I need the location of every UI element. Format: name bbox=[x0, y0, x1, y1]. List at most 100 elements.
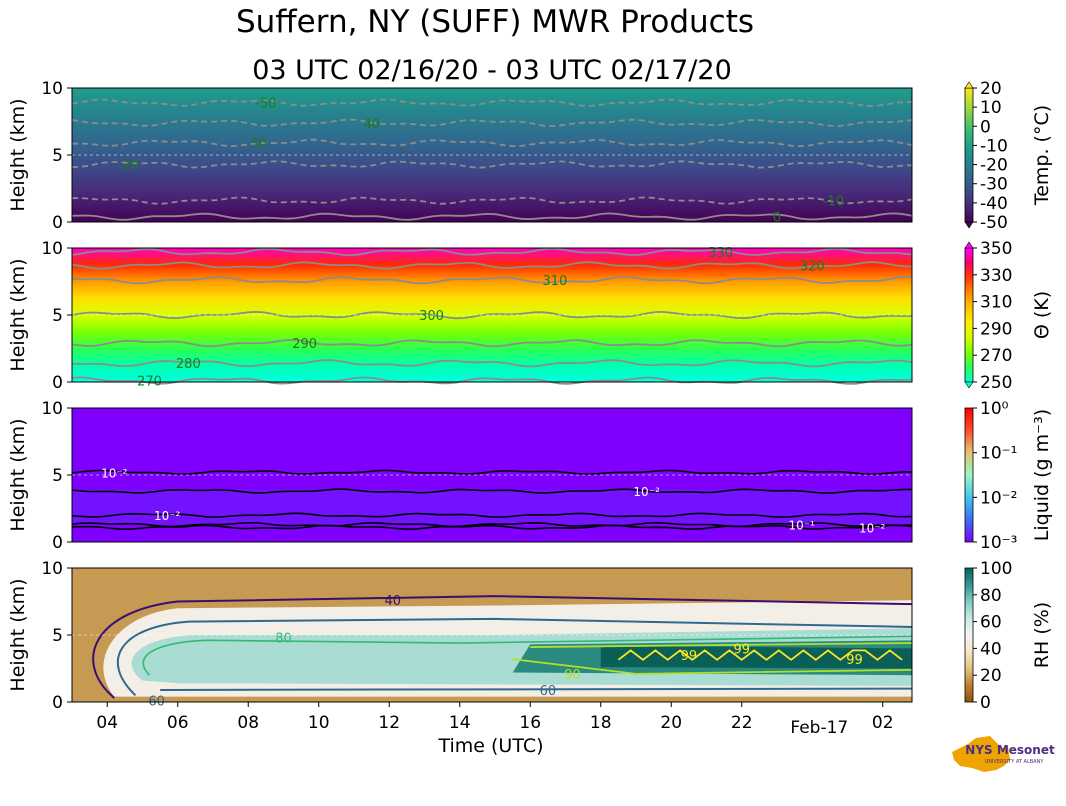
colorbar-tick-label: 310 bbox=[980, 293, 1012, 313]
contour-line bbox=[71, 196, 913, 205]
colorbar-label: Θ (K) bbox=[1031, 291, 1053, 339]
contour-label: 99 bbox=[846, 653, 863, 668]
colorbar-tick-label: 250 bbox=[980, 373, 1012, 393]
colorbar-tick-label: 10⁰ bbox=[980, 399, 1009, 419]
colorbar-tick-label: -40 bbox=[980, 194, 1008, 214]
panel-temperature: -50 40 30 -20 -10 0 0 5 10 Height (km) bbox=[7, 79, 913, 233]
contour-label: 10⁻² bbox=[154, 509, 181, 523]
contour-line bbox=[71, 98, 912, 107]
contour-label: 10⁻² bbox=[101, 466, 128, 480]
contour-line bbox=[71, 359, 913, 368]
y-tick-label: 0 bbox=[52, 693, 63, 713]
contour-line bbox=[71, 339, 913, 348]
contour-label: 290 bbox=[292, 337, 317, 352]
contour-label: 99 bbox=[681, 649, 698, 664]
contour-label: 280 bbox=[176, 357, 201, 372]
contour-label: -20 bbox=[118, 158, 139, 173]
colorbar-tick-label: -30 bbox=[980, 175, 1008, 195]
contour-label: 10⁻² bbox=[859, 521, 886, 535]
colorbar-potential_temperature: 350 330 310 290 270 250 Θ (K) bbox=[964, 239, 1053, 393]
y-axis-label: Height (km) bbox=[7, 98, 29, 211]
liquid-layer bbox=[72, 489, 912, 525]
logo-text: NYS Mesonet bbox=[965, 743, 1055, 757]
colorbar-tick-label: 10⁻³ bbox=[980, 533, 1017, 553]
x-tick-label: 18 bbox=[590, 713, 612, 733]
colorbar-tick-label: 20 bbox=[980, 79, 1002, 99]
y-tick-label: 10 bbox=[41, 559, 63, 579]
colorbar-gradient bbox=[964, 567, 974, 703]
ny-state-logo bbox=[952, 736, 1010, 772]
colorbar-label: RH (%) bbox=[1031, 602, 1053, 668]
contour-label: 300 bbox=[419, 309, 444, 324]
contour-line bbox=[71, 524, 913, 531]
x-tick-label: 06 bbox=[167, 713, 189, 733]
colorbar-tick-label: 100 bbox=[980, 559, 1012, 579]
colorbar-liquid_water: 10⁰ 10⁻¹ 10⁻² 10⁻³ Liquid (g m⁻³) bbox=[964, 399, 1053, 553]
colorbar-tick-label: 0 bbox=[980, 117, 991, 137]
x-tick-label: 22 bbox=[731, 713, 753, 733]
contour-line bbox=[71, 275, 912, 285]
contour-label: 60 bbox=[540, 684, 557, 699]
contour-line bbox=[512, 642, 913, 675]
colorbar-tick-label: -20 bbox=[980, 156, 1008, 176]
contour-label: 40 bbox=[363, 117, 380, 132]
colorbar-extend bbox=[964, 81, 974, 89]
colorbar-label: Liquid (g m⁻³) bbox=[1031, 409, 1053, 541]
colorbar-gradient bbox=[964, 87, 974, 223]
contour-label: 90 bbox=[564, 668, 581, 683]
contour-label: 99 bbox=[733, 642, 750, 657]
contour-line bbox=[71, 469, 912, 476]
colorbar-tick-label: 0 bbox=[980, 693, 991, 713]
colorbar-extend bbox=[964, 381, 974, 389]
contour-line bbox=[71, 261, 913, 270]
colorbar-label: Temp. (°C) bbox=[1031, 105, 1053, 206]
colorbar-gradient bbox=[964, 407, 974, 543]
y-tick-label: 5 bbox=[52, 306, 63, 326]
contour-line bbox=[71, 138, 913, 148]
contour-line bbox=[71, 212, 913, 221]
x-tick-label: 10 bbox=[308, 713, 330, 733]
x-tick-label: 04 bbox=[96, 713, 118, 733]
y-axis-label: Height (km) bbox=[7, 418, 29, 531]
contour-line bbox=[71, 521, 913, 528]
x-tick-label: 16 bbox=[519, 713, 541, 733]
contour-line bbox=[160, 687, 913, 691]
y-axis-label: Height (km) bbox=[7, 578, 29, 691]
contour-label: -50 bbox=[255, 97, 276, 112]
contour-label: -10 bbox=[823, 195, 844, 210]
contour-label: 30 bbox=[251, 137, 268, 152]
colorbar-gradient bbox=[964, 247, 974, 383]
contour-line bbox=[71, 512, 913, 518]
y-tick-label: 10 bbox=[41, 239, 63, 259]
figure-title: Suffern, NY (SUFF) MWR Products bbox=[235, 4, 754, 40]
contour-label: 10⁻¹ bbox=[788, 519, 815, 533]
x-tick-label: 02 bbox=[872, 713, 894, 733]
colorbar-tick-label: 60 bbox=[980, 613, 1002, 633]
logo-subtext: UNIVERSITY AT ALBANY bbox=[985, 759, 1045, 765]
x-date-label: Feb-17 bbox=[790, 718, 848, 738]
colorbar-tick-label: 10⁻¹ bbox=[980, 444, 1017, 464]
x-tick-label: 20 bbox=[660, 713, 682, 733]
contour-line bbox=[617, 649, 903, 661]
colorbar-tick-label: 330 bbox=[980, 266, 1012, 286]
y-tick-label: 5 bbox=[52, 146, 63, 166]
x-tick-label: 12 bbox=[378, 713, 400, 733]
contour-label: 320 bbox=[800, 259, 825, 274]
contour-line bbox=[71, 488, 913, 494]
colorbar-tick-label: 80 bbox=[980, 586, 1002, 606]
contour-line bbox=[116, 617, 913, 697]
contour-label: 80 bbox=[275, 632, 292, 647]
y-tick-label: 10 bbox=[41, 399, 63, 419]
contour-label: 0 bbox=[773, 211, 781, 226]
figure-subtitle: 03 UTC 02/16/20 - 03 UTC 02/17/20 bbox=[252, 55, 732, 86]
colorbar-extend bbox=[964, 221, 974, 229]
contour-line bbox=[71, 247, 913, 257]
colorbar-tick-label: -50 bbox=[980, 213, 1008, 233]
y-axis-label: Height (km) bbox=[7, 258, 29, 371]
contour-line bbox=[71, 160, 913, 169]
y-tick-label: 5 bbox=[52, 466, 63, 486]
